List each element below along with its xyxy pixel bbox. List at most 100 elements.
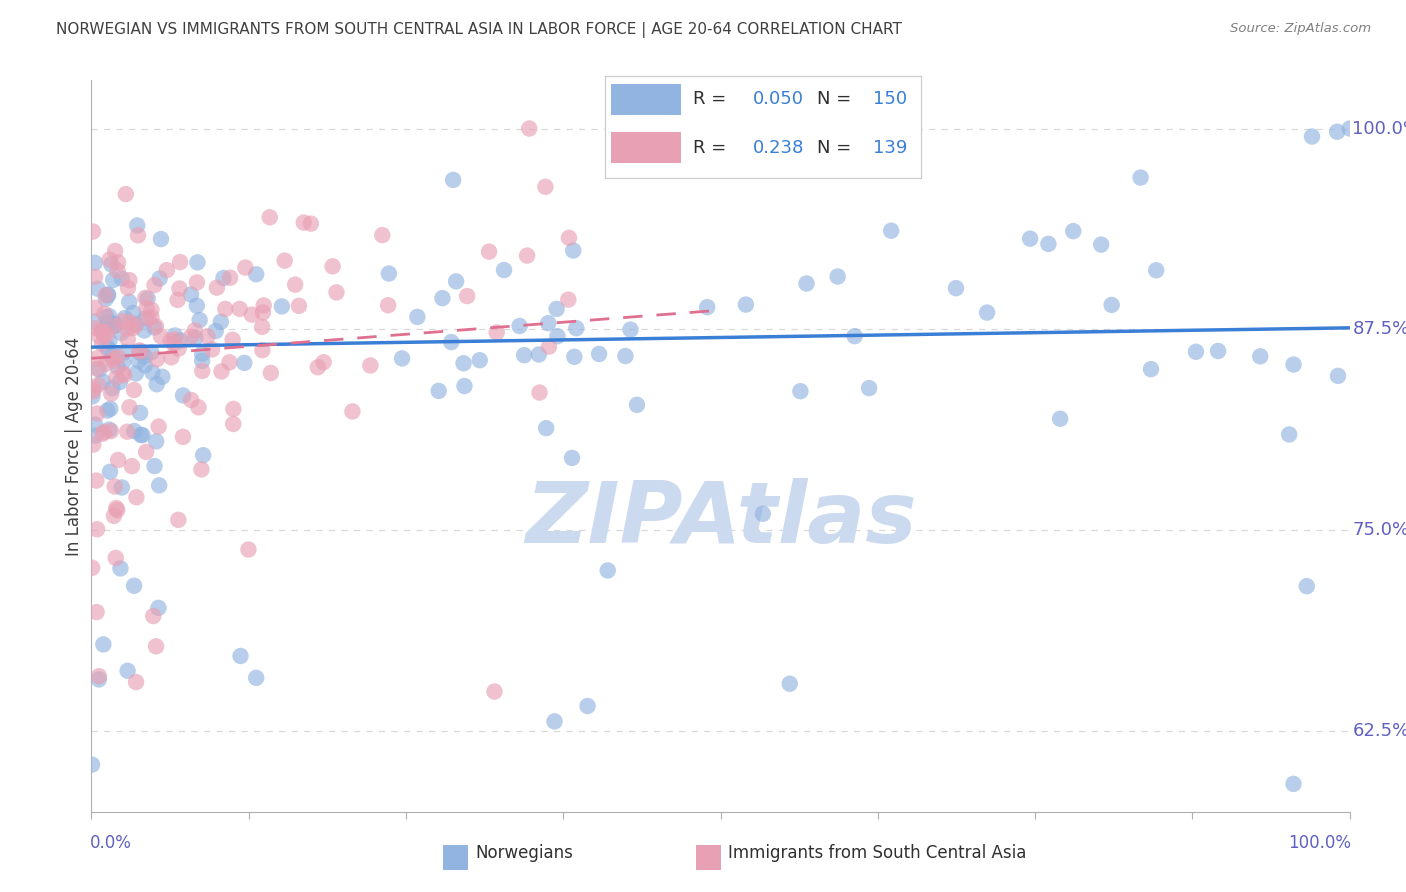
Point xyxy=(86,361,108,376)
Point xyxy=(562,244,585,258)
Point xyxy=(127,219,149,233)
Text: 100.0%: 100.0% xyxy=(1353,120,1406,137)
Point xyxy=(84,269,107,284)
Point xyxy=(180,392,202,407)
Point xyxy=(129,406,152,420)
Point xyxy=(129,345,152,359)
Point xyxy=(122,306,145,320)
Point xyxy=(107,255,129,269)
Point xyxy=(125,490,148,504)
Point xyxy=(945,281,967,295)
Point xyxy=(91,375,114,389)
Point xyxy=(87,378,110,392)
Point xyxy=(96,403,118,417)
Point xyxy=(1249,349,1271,363)
Point xyxy=(211,364,233,378)
Point xyxy=(86,605,108,619)
Point xyxy=(84,428,107,442)
Point xyxy=(456,289,478,303)
Point xyxy=(1185,344,1208,359)
Point xyxy=(1206,343,1229,358)
Point xyxy=(96,327,118,342)
Point xyxy=(100,424,122,438)
Point xyxy=(105,501,128,516)
Point xyxy=(427,384,450,398)
Point xyxy=(273,253,295,268)
Point xyxy=(111,481,134,495)
Point xyxy=(136,311,159,326)
Point xyxy=(325,285,347,300)
Point xyxy=(1144,263,1167,277)
Point xyxy=(117,664,139,678)
Point xyxy=(125,367,148,381)
Point xyxy=(205,280,228,294)
Point xyxy=(84,301,107,315)
Point xyxy=(588,347,610,361)
Text: 150: 150 xyxy=(873,90,908,109)
Point xyxy=(596,564,619,578)
Point xyxy=(110,561,132,575)
Point xyxy=(145,640,167,654)
Point xyxy=(619,323,641,337)
Point xyxy=(527,347,550,361)
Point xyxy=(377,298,399,312)
Point xyxy=(240,308,263,322)
Point xyxy=(1129,170,1152,185)
Point xyxy=(537,340,560,354)
Point xyxy=(143,320,166,334)
Point xyxy=(96,310,118,325)
Point xyxy=(184,323,207,337)
Point xyxy=(270,299,292,313)
Text: ZIPAtlas: ZIPAtlas xyxy=(524,477,917,561)
Point xyxy=(97,343,120,357)
Point xyxy=(796,277,818,291)
Text: 87.5%: 87.5% xyxy=(1353,320,1406,338)
Point xyxy=(468,353,491,368)
Point xyxy=(322,260,344,274)
Point xyxy=(111,314,134,328)
Point xyxy=(104,550,127,565)
Point xyxy=(187,401,209,415)
Point xyxy=(844,329,866,343)
Point xyxy=(166,293,188,307)
Point xyxy=(125,675,148,690)
Point xyxy=(252,343,274,358)
Point xyxy=(90,323,112,337)
Point xyxy=(148,419,170,434)
Point xyxy=(484,684,506,698)
Point xyxy=(118,273,141,287)
Point xyxy=(100,257,122,271)
Point xyxy=(169,281,191,295)
Point xyxy=(1101,298,1123,312)
Point xyxy=(260,366,283,380)
Point xyxy=(1062,224,1084,238)
Point xyxy=(534,179,557,194)
Point xyxy=(143,458,166,473)
Point xyxy=(197,329,219,343)
Point xyxy=(98,465,121,479)
Point xyxy=(1327,368,1350,383)
Point xyxy=(160,351,183,365)
Point xyxy=(82,437,104,451)
Point xyxy=(141,302,163,317)
Point xyxy=(180,287,202,301)
Point xyxy=(148,600,170,615)
Text: N =: N = xyxy=(817,138,856,157)
Point xyxy=(564,350,586,364)
Point xyxy=(546,301,568,316)
Point xyxy=(752,507,775,521)
Point xyxy=(98,401,121,416)
Point xyxy=(453,379,475,393)
Point xyxy=(1326,125,1348,139)
Point xyxy=(98,334,121,348)
Point xyxy=(1282,358,1305,372)
Point xyxy=(105,370,128,384)
Point xyxy=(83,256,105,270)
Point xyxy=(87,673,110,687)
Text: 75.0%: 75.0% xyxy=(1353,522,1406,540)
Point xyxy=(124,318,146,333)
Point xyxy=(359,359,381,373)
Point xyxy=(82,384,104,399)
Point xyxy=(129,428,152,442)
Point xyxy=(789,384,811,399)
